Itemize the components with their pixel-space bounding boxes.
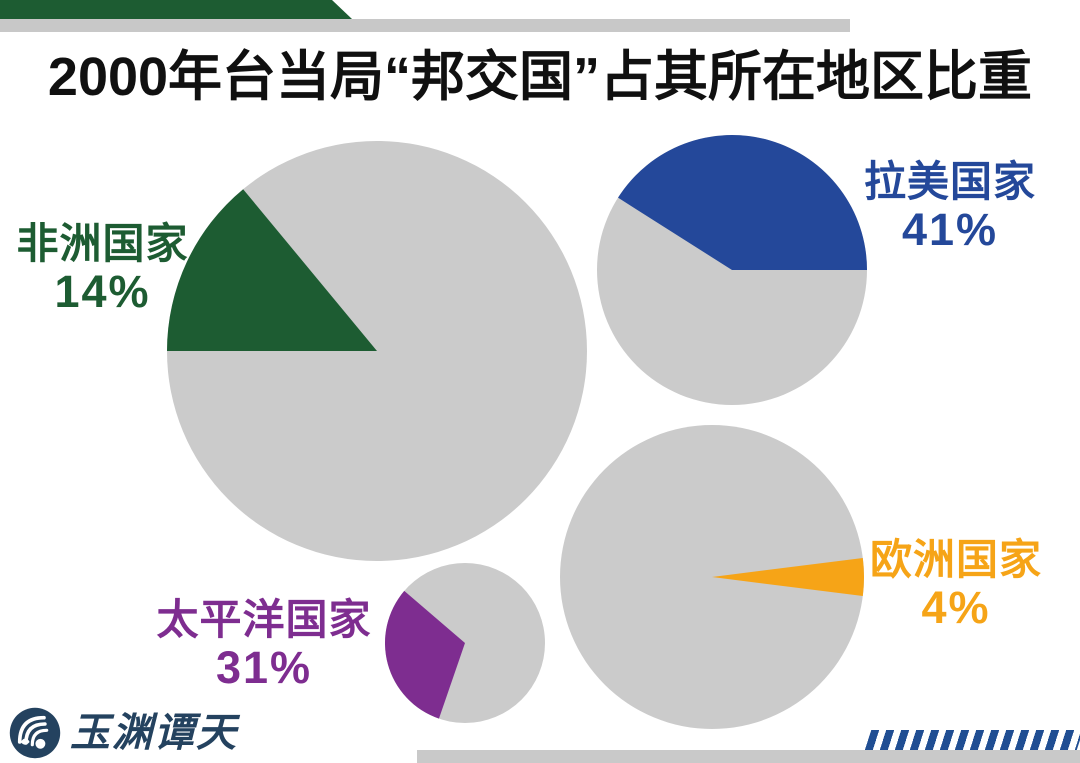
- wave-swirl-icon: [8, 706, 62, 760]
- label-latin-america: 拉美国家 41%: [845, 158, 1055, 255]
- pie-chart-pacific: [385, 563, 545, 723]
- label-africa-name: 非洲国家: [16, 220, 189, 267]
- label-europe: 欧洲国家 4%: [850, 536, 1062, 633]
- logo-text: 玉渊谭天: [70, 709, 238, 756]
- top-green-bar: [0, 0, 352, 19]
- bottom-gray-bar: [417, 750, 1080, 763]
- label-africa-value: 14%: [54, 266, 151, 318]
- pie-chart-europe: [560, 425, 864, 729]
- pie-chart-latin-america: [597, 135, 867, 405]
- top-gray-bar: [0, 19, 850, 32]
- label-pacific: 太平洋国家 31%: [148, 596, 380, 693]
- page-title: 2000年台当局“邦交国”占其所在地区比重: [47, 47, 1033, 107]
- label-europe-name: 欧洲国家: [869, 536, 1042, 583]
- label-latin-america-value: 41%: [901, 204, 999, 256]
- label-europe-value: 4%: [921, 582, 991, 634]
- label-latin-america-name: 拉美国家: [863, 158, 1036, 205]
- pie-chart-africa: [167, 141, 587, 561]
- logo: 玉渊谭天: [8, 706, 238, 760]
- label-pacific-value: 31%: [215, 642, 313, 694]
- label-africa: 非洲国家 14%: [0, 220, 205, 317]
- label-pacific-name: 太平洋国家: [156, 596, 372, 643]
- hatch-stripes: [864, 730, 1080, 750]
